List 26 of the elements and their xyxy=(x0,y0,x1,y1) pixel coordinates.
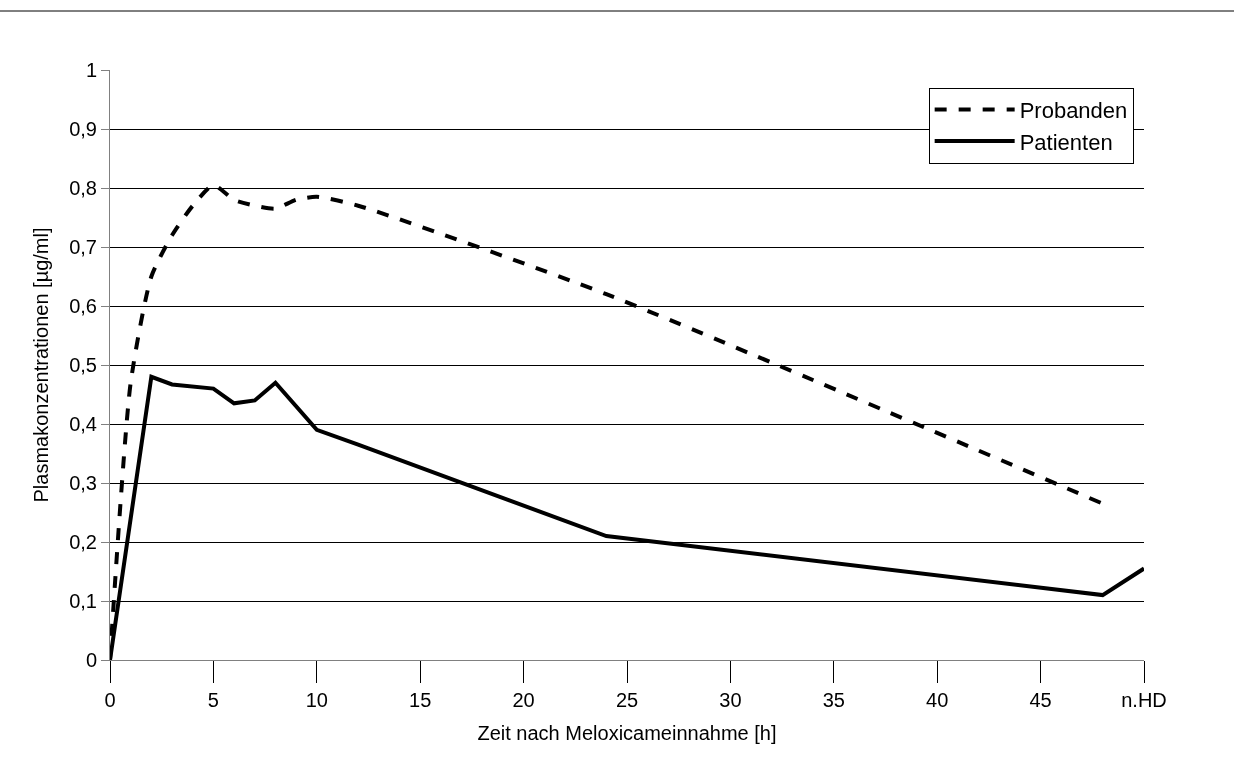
x-tick-label: 45 xyxy=(1029,689,1052,711)
x-tick-label: 35 xyxy=(822,689,845,711)
legend-label: Patienten xyxy=(1019,129,1113,155)
y-tick-label: 0,6 xyxy=(69,295,97,317)
x-axis-title: Zeit nach Meloxicameinnahme [h] xyxy=(477,721,777,744)
y-tick-label: 1 xyxy=(85,59,97,81)
x-tick-label: n.HD xyxy=(1121,689,1167,711)
y-tick-label: 0,8 xyxy=(69,177,97,199)
y-tick-label: 0,2 xyxy=(69,531,97,553)
x-tick-label: 15 xyxy=(409,689,432,711)
y-tick-label: 0,7 xyxy=(69,236,97,258)
x-tick-label: 40 xyxy=(926,689,949,711)
x-tick-label: 30 xyxy=(719,689,742,711)
x-tick-label: 5 xyxy=(207,689,219,711)
x-tick-label: 10 xyxy=(305,689,328,711)
x-tick-label: 25 xyxy=(615,689,639,711)
y-tick-label: 0,9 xyxy=(69,118,97,140)
y-tick-label: 0,4 xyxy=(69,413,97,435)
y-tick-label: 0,3 xyxy=(69,472,97,494)
y-tick-label: 0,5 xyxy=(69,354,97,376)
x-tick-label: 20 xyxy=(512,689,535,711)
legend-label: Probanden xyxy=(1019,98,1128,124)
y-tick-label: 0 xyxy=(85,649,97,671)
x-tick-label: 0 xyxy=(104,689,116,711)
y-axis-title: Plasmakonzentrationen [µg/ml] xyxy=(29,227,52,503)
y-tick-label: 0,1 xyxy=(69,590,97,612)
